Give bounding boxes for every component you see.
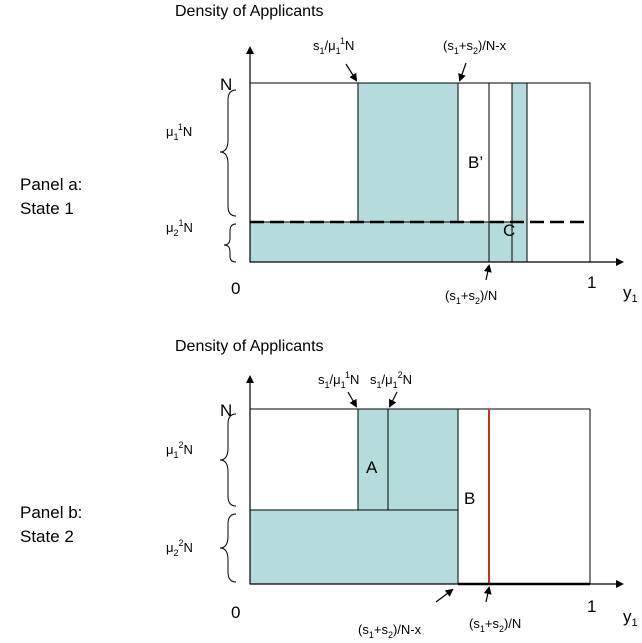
panel-b-arrow-label-bottom-left: (s1+s2)/N-x <box>358 622 422 640</box>
panel-b-region-a-label: A <box>366 458 378 477</box>
panel-b-origin-label: 0 <box>231 603 240 622</box>
panel-a-mu-lower-label: μ21N <box>166 218 193 238</box>
panel-b-region-b-label: B <box>464 489 475 508</box>
panel-a-density-label: Density of Applicants <box>175 3 324 20</box>
panel-b-density-label: Density of Applicants <box>175 338 324 355</box>
panel-a-brace-upper <box>219 89 237 217</box>
panel-a-arrow-bottom <box>483 264 492 281</box>
panel-a-origin-label: 0 <box>231 279 240 298</box>
panel-b-mu-lower-label: μ22N <box>166 538 193 558</box>
panel-a-arrow-left <box>345 63 358 82</box>
panel-b-arrow-label-bottom-right: (s1+s2)/N <box>469 616 521 634</box>
panel-b: Density of Applicants Panel b: State 2 N… <box>20 338 638 640</box>
panel-a-brace-lower <box>223 223 237 263</box>
panel-a-x-one-label: 1 <box>587 273 596 292</box>
panel-a-x-axis-label: y1 <box>623 283 638 305</box>
panel-b-y-top-label: N <box>220 401 232 420</box>
panel-a-region-bottom <box>249 221 528 263</box>
panel-a-label-line1: Panel a: <box>20 175 82 194</box>
panel-b-arrow-bottom-left <box>435 588 454 603</box>
panel-a-region-middle <box>357 82 459 224</box>
panel-a-label-line2: State 1 <box>20 199 74 218</box>
panel-b-x-one-label: 1 <box>587 597 596 616</box>
panel-b-label-line2: State 2 <box>20 527 74 546</box>
panel-a-mu-upper-label: μ11N <box>166 122 192 142</box>
panel-a: Density of Applicants Panel a: State 1 N… <box>20 3 638 306</box>
panel-b-label-line1: Panel b: <box>20 503 82 522</box>
panel-a-arrow-label-right: (s1+s2)/N-x <box>443 38 507 56</box>
panel-b-arrow-bottom-right <box>483 586 492 603</box>
panel-a-region-c-label: C <box>503 221 515 240</box>
panel-b-arrow-label-left: s1/μ11N <box>318 370 359 390</box>
panel-a-arrow-label-left: s1/μ11N <box>313 36 354 56</box>
panel-b-brace-lower <box>219 513 237 583</box>
panel-b-arrow-mid <box>389 391 398 408</box>
panel-b-region-bottom <box>249 509 459 585</box>
panel-a-y-top-label: N <box>220 75 232 94</box>
panel-b-brace-upper <box>219 413 237 507</box>
panel-b-region-a <box>357 408 389 511</box>
panel-b-mu-upper-label: μ12N <box>166 440 193 460</box>
panel-a-region-b-prime-label: B’ <box>468 153 483 172</box>
panel-a-arrow-right <box>458 62 467 82</box>
panel-b-region-mid <box>387 408 459 511</box>
panel-a-arrow-label-bottom: (s1+s2)/N <box>445 288 497 306</box>
panel-b-x-axis-label: y1 <box>623 607 638 629</box>
panel-b-arrow-left <box>347 391 357 408</box>
panel-b-arrow-label-mid: s1/μ12N <box>370 370 412 390</box>
